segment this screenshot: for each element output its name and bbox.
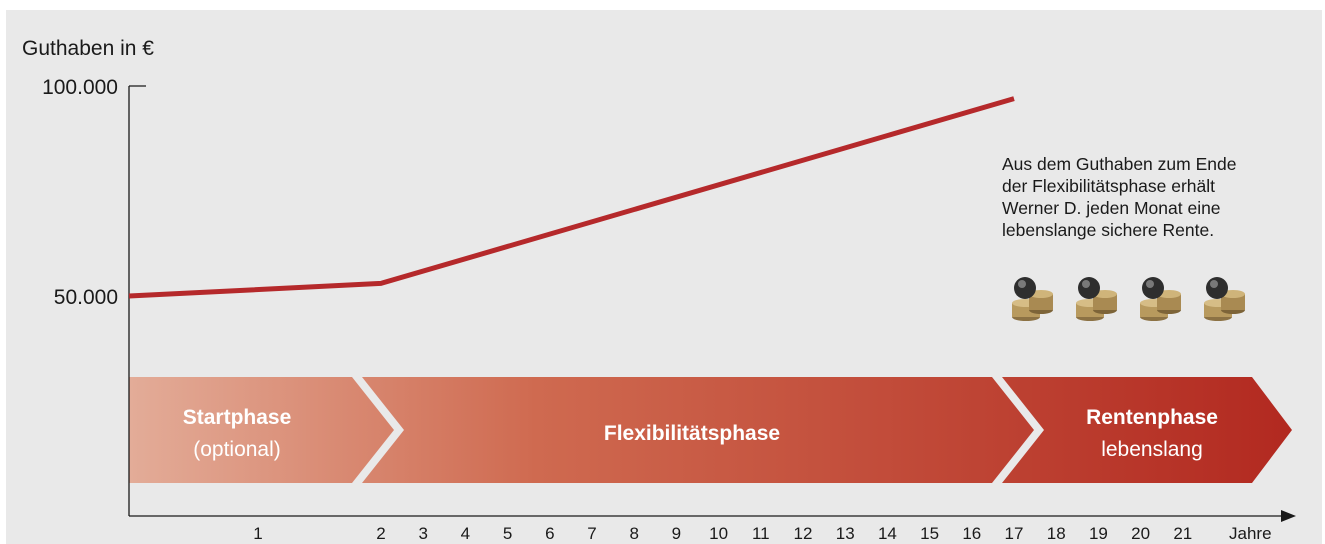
series-line	[128, 96, 1015, 299]
x-tick-label: 18	[1047, 524, 1066, 543]
x-tick-label: 6	[545, 524, 554, 543]
y-tick-label: 100.000	[42, 76, 118, 99]
coin-stack-icon	[1008, 270, 1056, 324]
x-tick-label: 8	[629, 524, 638, 543]
x-tick-label: 17	[1005, 524, 1024, 543]
x-tick-label: 2	[376, 524, 385, 543]
phase-title: Rentenphase	[1086, 406, 1218, 429]
y-tick-label: 50.000	[54, 286, 118, 309]
x-tick-label: 14	[878, 524, 897, 543]
x-tick-label: 12	[794, 524, 813, 543]
x-tick-label: 15	[920, 524, 939, 543]
series-lines	[128, 96, 1015, 299]
phase-start-arrow	[129, 377, 394, 483]
x-tick-label: 16	[962, 524, 981, 543]
x-tick-label: 5	[503, 524, 512, 543]
x-tick-label: 11	[752, 524, 770, 543]
x-tick-label: 3	[418, 524, 427, 543]
phase-title: Flexibilitätsphase	[604, 422, 780, 445]
phase-rente-arrow	[1002, 377, 1292, 483]
x-axis-title: Jahre	[1229, 524, 1272, 543]
x-axis-arrow	[1281, 510, 1296, 522]
y-ticks: 100.000 50.000	[42, 76, 146, 309]
phase-labels: Startphase (optional) Flexibilitätsphase Re…	[183, 406, 1218, 461]
x-tick-label: 20	[1131, 524, 1150, 543]
x-tick-label: 4	[461, 524, 470, 543]
phase-flex-arrow	[362, 377, 1034, 483]
y-axis-title: Guthaben in €	[22, 37, 154, 60]
phase-subtitle: (optional)	[193, 438, 281, 461]
coin-stack-icon	[1136, 270, 1184, 324]
rente-annotation: Aus dem Guthaben zum Ende der Flexibilit…	[1002, 153, 1322, 241]
x-tick-label: 1	[253, 524, 262, 543]
annotation-line-4: lebenslange sichere Rente.	[1002, 220, 1215, 240]
x-tick-label: 7	[587, 524, 596, 543]
coin-stack-icon	[1200, 270, 1248, 324]
x-tick-label: 13	[836, 524, 855, 543]
x-tick-label: 21	[1173, 524, 1192, 543]
annotation-line-3: Werner D. jeden Monat eine	[1002, 198, 1221, 218]
phase-title: Startphase	[183, 406, 292, 429]
phase-subtitle: lebenslang	[1101, 438, 1203, 461]
x-tick-label: 9	[672, 524, 681, 543]
x-tick-label: 19	[1089, 524, 1108, 543]
annotation-line-2: der Flexibilitätsphase erhält	[1002, 176, 1216, 196]
x-ticks: 1 2 3 4 5 6 7 8 9 10 11 12 13 14 15 16 17 18 19 20 21	[253, 524, 1192, 543]
annotation-line-1: Aus dem Guthaben zum Ende	[1002, 154, 1237, 174]
phase-band	[129, 377, 1292, 483]
x-tick-label: 10	[709, 524, 728, 543]
coin-stack-icon	[1072, 270, 1120, 324]
